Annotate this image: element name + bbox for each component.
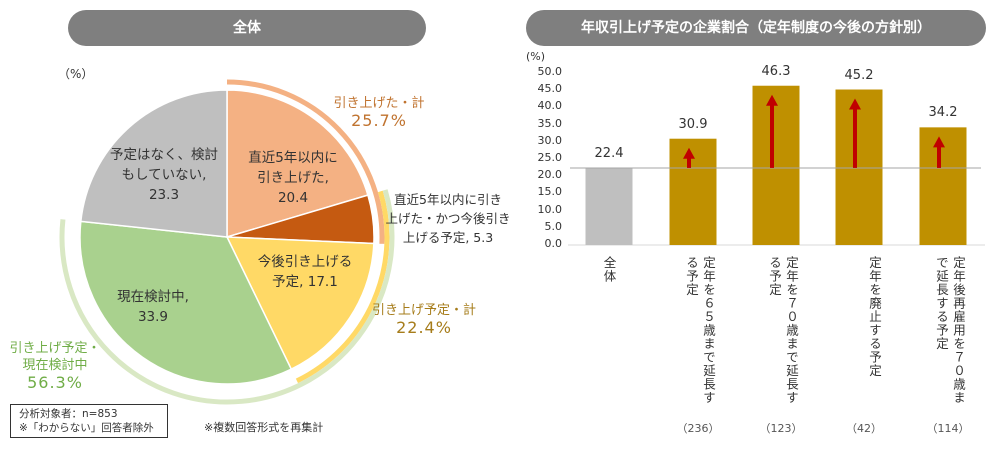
slice-label-line: 上げた・かつ今後引き [385,211,511,226]
note: ※複数回答形式を再集計 [204,421,324,434]
arrow-head [766,94,778,106]
bar [585,167,633,245]
category-label: 定年後再雇用を７０歳まで延長する予定 [934,256,966,405]
y-tick-label: 25.0 [537,151,563,164]
group-value: 25.7% [351,111,407,130]
left-title: 全体 [68,10,426,46]
bar [669,138,717,245]
pie-slice [80,89,228,238]
group-arc [226,79,385,244]
slice-label-line: 33.9 [137,309,169,325]
group-label-text: 現在検討中 [22,358,88,373]
note-exclusion: ※「わからない」回答者除外 [19,422,154,434]
data-label: 46.3 [761,63,791,79]
pie-unit: （%） [58,67,94,81]
right-title: 年収引上げ予定の企業割合（定年制度の今後の方針別） [526,10,986,46]
note-sample: 分析対象者：n=853 [19,408,118,420]
y-tick-label: 40.0 [537,99,563,113]
pie-slice [225,236,375,371]
group-arc [59,189,395,405]
group-label: 引き上げ予定・計 22.4% [372,302,476,336]
data-label: 30.9 [678,116,708,132]
slice-label: 今後引き上げる 予定, 17.1 [258,252,353,292]
data-label: 34.2 [928,105,958,121]
category-label: 定年を６５歳まで延長する予定 [684,256,716,405]
slice-label-line: 直近5年以内に [248,150,338,166]
slice-label-line: 予定, 17.1 [272,274,338,290]
y-tick-label: 50.0 [537,65,563,78]
slice-label-line: 上げる予定, 5.3 [402,230,494,245]
group-value: 22.4% [396,318,452,337]
y-tick-label: 5.0 [544,219,563,233]
slice-label-line: 20.4 [277,190,309,206]
slice-label-line: 23.3 [148,187,180,203]
arrow-head [849,98,861,110]
slice-label-line: 今後引き上げる [257,254,353,270]
y-axis-unit: (%) [526,50,546,63]
group-label: 引き上げ予定・ 現在検討中 56.3% [9,340,100,391]
group-arc [295,190,390,384]
y-tick-label: 30.0 [537,133,563,147]
y-tick-label: 35.0 [537,116,563,130]
category-label: 全体 [601,256,617,283]
slice-label-line: 引き上げた, [257,170,329,186]
group-label: 引き上げた・計 25.7% [333,95,424,129]
y-tick-label: 0.0 [544,237,563,250]
slice-label-line: 予定はなく、検討 [110,147,218,163]
sample-size: （42） [846,422,882,435]
y-tick-label: 10.0 [537,202,563,216]
arrow-head [683,147,695,159]
slice-label: 直近5年以内に引き 上げた・かつ今後引き 上げる予定, 5.3 [385,190,510,247]
data-label: 45.2 [844,67,874,83]
slice-label: 予定はなく、検討 もしていない, 23.3 [110,145,218,205]
sample-size: （114） [926,422,970,435]
slice-label: 直近5年以内に 引き上げた, 20.4 [248,148,338,208]
pie-chart [59,79,395,405]
y-tick-label: 45.0 [537,82,563,96]
group-label-text: 引き上げた・計 [333,96,425,111]
slice-label-line: もしていない, [121,167,207,183]
group-label-text: 引き上げ予定・計 [371,303,477,318]
group-label-text: 引き上げ予定・ [9,341,101,356]
slice-label-line: 直近5年以内に引き [394,192,502,207]
group-value: 56.3% [27,373,83,392]
category-label: 定年を廃止する予定 [867,256,882,378]
data-label: 22.4 [594,145,624,161]
pie-slice [79,220,293,385]
sample-size: （123） [759,422,803,435]
sample-size: （236） [676,422,720,435]
category-label: 定年を７０歳まで延長する予定 [767,256,799,405]
slice-label-line: 現在検討中, [117,289,189,305]
y-tick-label: 15.0 [537,185,563,199]
bar [835,89,883,246]
y-tick-label: 20.0 [537,168,563,182]
note-box: 分析対象者：n=853 ※「わからない」回答者除外 [10,404,168,438]
arrow-head [933,136,945,148]
slice-label: 現在検討中, 33.9 [117,287,189,327]
pie-slice [226,89,369,239]
bar [752,85,800,245]
